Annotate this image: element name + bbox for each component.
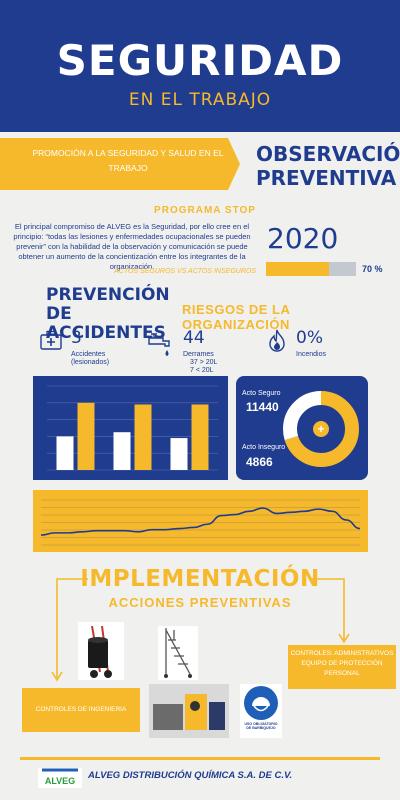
donut-chart: + <box>283 391 359 467</box>
promo-text: PROMOCIÓN A LA SEGURIDAD Y SALUD EN EL T… <box>32 148 224 173</box>
stat-derrames-value: 44 <box>183 328 205 348</box>
footer-company: ALVEG DISTRIBUCIÓN QUÍMICA S.A. DE C.V. <box>88 770 293 781</box>
promo-banner <box>0 138 240 190</box>
first-aid-kit-icon <box>40 330 62 350</box>
progress-year: 2020 <box>267 222 339 255</box>
stat-derrames-detail-2: 7 < 20L <box>190 367 214 374</box>
donut-label-inseguro: Acto Inseguro <box>242 444 286 451</box>
rolling-ladder-image <box>158 626 198 680</box>
stat-accidentes-sublabel: (lesionados) <box>71 359 110 366</box>
stat-incendios <box>265 328 289 359</box>
svg-text:ALVEG: ALVEG <box>45 776 75 786</box>
page-title: SEGURIDAD <box>56 36 344 85</box>
controles-administrativos-box: CONTROLES: ADMINISTRATIVOS EQUIPO DE PRO… <box>288 645 396 689</box>
stat-accidentes-value: 3 <box>71 328 82 348</box>
implementacion-title: IMPLEMENTACIÓN <box>80 566 320 592</box>
stat-derrames-label: Derrames <box>183 351 214 358</box>
donut-slice <box>283 391 359 467</box>
flow-arrows <box>51 578 350 682</box>
line-series <box>40 507 361 536</box>
sign-text: USO OBLIGATORIO DE BARBIQUEJO <box>244 722 278 730</box>
stat-derrames <box>147 330 175 365</box>
programa-title: PROGRAMA STOP <box>154 205 256 216</box>
donut-value-seguro: 11440 <box>246 400 279 414</box>
stat-incendios-value: 0% <box>296 328 323 348</box>
programa-tag: ACTOS SEGUROS VS ACTOS INSEGUROS <box>114 268 256 275</box>
alveg-logo-icon: ALVEG <box>42 768 78 786</box>
bar-chart-panel <box>33 376 228 480</box>
progress-bar-fill <box>266 262 329 276</box>
riesgos-title: RIESGOS DE LA ORGANIZACIÓN <box>182 302 290 332</box>
bar-mark <box>134 404 152 470</box>
stat-incendios-label: Incendios <box>296 351 326 358</box>
stat-accidentes <box>40 330 62 355</box>
progress-percent: 70 % <box>362 264 383 274</box>
machinery-image <box>149 684 229 738</box>
programa-text: El principal compromiso de ALVEG es la S… <box>13 222 251 271</box>
controles-ingenieria-box: CONTROLES DE INGENIERIA <box>22 688 140 732</box>
rolling-ladder-icon <box>164 628 192 678</box>
fire-icon <box>269 329 285 352</box>
bar-mark <box>170 438 188 470</box>
line-chart-panel <box>33 490 368 552</box>
donut-label-seguro: Acto Seguro <box>242 390 281 397</box>
donut-center-symbol: + <box>317 422 324 436</box>
progress-bar <box>266 262 356 276</box>
donut-chart-panel: + Acto Seguro 11440 Acto Inseguro 4866 <box>236 376 368 480</box>
helmet-mandatory-sign-icon <box>244 686 278 720</box>
page-subtitle: EN EL TRABAJO <box>128 90 272 110</box>
implementacion-subtitle: ACCIONES PREVENTIVAS <box>108 595 292 610</box>
bar-chart <box>47 385 218 471</box>
alveg-logo: ALVEG <box>38 768 82 788</box>
mandatory-sign-image: USO OBLIGATORIO DE BARBIQUEJO <box>240 684 282 738</box>
bar-mark <box>56 436 74 470</box>
footer-divider <box>20 757 380 760</box>
bar-mark <box>77 402 95 470</box>
faucet-drip-icon <box>148 333 170 356</box>
donut-value-inseguro: 4866 <box>246 455 273 469</box>
bar-mark <box>113 432 131 470</box>
observacion-title: OBSERVACIÓN PREVENTIVA <box>256 142 400 190</box>
prevencion-title: PREVENCIÓN DE ACCIDENTES <box>46 285 170 343</box>
stat-derrames-detail-1: 37 > 20L <box>190 359 218 366</box>
donut-center-dot <box>313 421 329 437</box>
bar-mark <box>191 404 209 470</box>
stat-accidentes-label: Accidentes <box>71 351 106 358</box>
header-banner <box>0 0 400 132</box>
hand-truck-drum-icon <box>88 625 112 678</box>
hand-truck-image <box>78 622 124 680</box>
line-chart <box>40 499 361 546</box>
machinery-icon <box>149 684 229 738</box>
